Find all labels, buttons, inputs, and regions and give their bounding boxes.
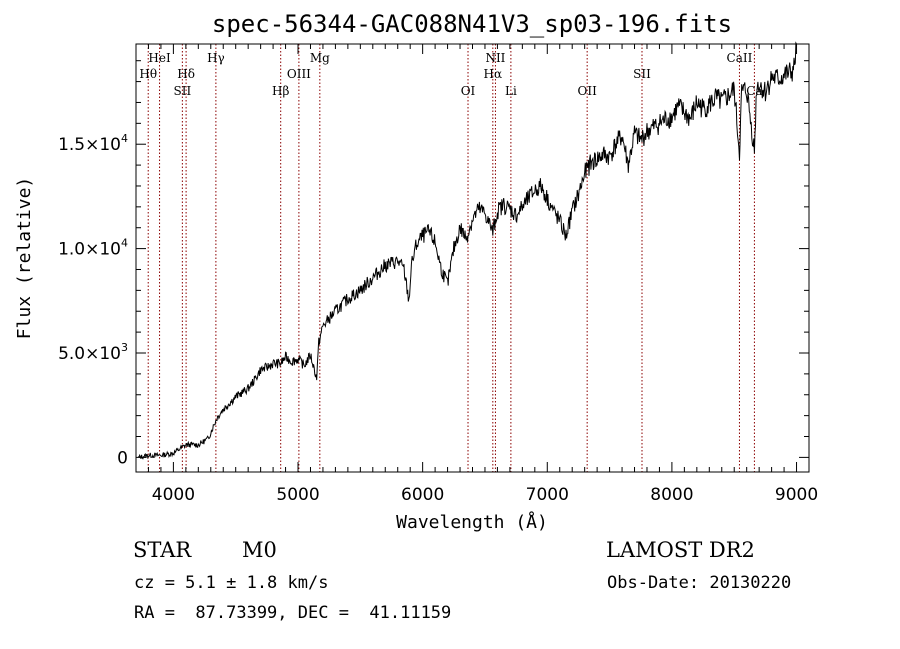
x-axis-ticks: 4000 5000 6000 7000 8000 9000	[135, 44, 818, 505]
x-tick-label: 8000	[650, 485, 693, 505]
spectral-line-label: Hβ	[272, 84, 289, 98]
redshift-cz: cz = 5.1 ± 1.8 km/s	[134, 573, 329, 593]
y-tick-label: 1.0×104	[58, 237, 128, 260]
spectral-line-label: OI	[461, 84, 476, 98]
spectral-line-label: OIII	[287, 67, 311, 81]
y-tick-label: 5.0×103	[58, 341, 128, 364]
x-tick-label: 6000	[401, 485, 444, 505]
chart-title: spec-56344-GAC088N41V3_sp03-196.fits	[212, 10, 732, 38]
x-axis-label: Wavelength (Å)	[396, 511, 548, 533]
object-class: STAR	[133, 538, 192, 562]
spectral-line-label: Hα	[484, 67, 503, 81]
spectral-line-label: Li	[505, 84, 517, 98]
spectral-line-label: CaII	[727, 51, 753, 65]
ra-dec-coordinates: RA = 87.73399, DEC = 41.11159	[134, 603, 452, 623]
x-tick-label: 9000	[775, 485, 818, 505]
spectral-line-label: Mg	[310, 51, 330, 65]
spectral-line-label: HeI	[148, 51, 171, 65]
spectrum-series-line	[138, 41, 797, 460]
survey-name: LAMOST DR2	[606, 538, 755, 562]
observation-date: Obs-Date: 20130220	[607, 573, 792, 593]
x-tick-label: 7000	[526, 485, 569, 505]
x-tick-label: 5000	[276, 485, 319, 505]
y-axis-label: Flux (relative)	[14, 177, 35, 340]
spectral-line-label: Hγ	[207, 51, 225, 65]
spectral-line-label: Hθ	[139, 67, 157, 81]
y-tick-label: 0	[117, 448, 128, 468]
spectral-line-label: SII	[633, 67, 651, 81]
spectral-line-markers	[147, 44, 755, 472]
spectral-line-label: OII	[577, 84, 597, 98]
spectral-line-label: SII	[174, 84, 192, 98]
spectral-line-label: NII	[485, 51, 505, 65]
object-subclass: M0	[242, 538, 277, 562]
y-tick-label: 1.5×104	[58, 132, 128, 155]
y-axis-ticks: 0 5.0×103 1.0×104 1.5×104	[58, 60, 809, 468]
spectral-line-label: Hδ	[177, 67, 195, 81]
x-tick-label: 4000	[152, 485, 195, 505]
